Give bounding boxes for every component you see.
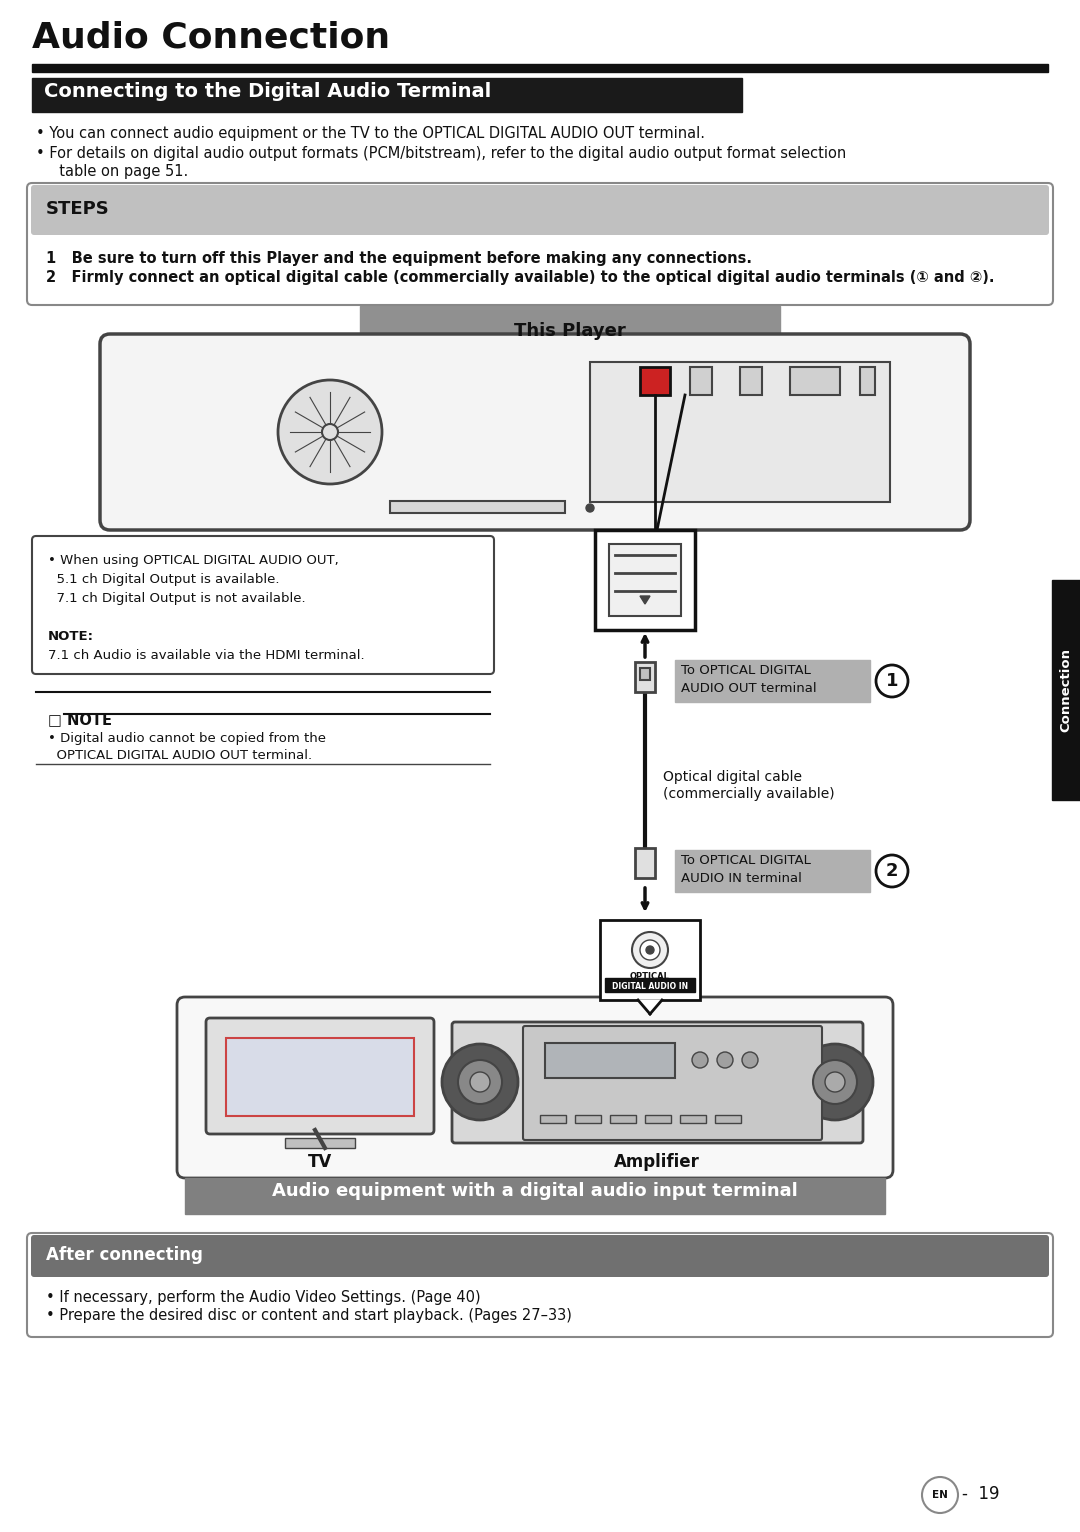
Bar <box>740 368 762 395</box>
Bar <box>640 850 650 866</box>
Text: STEPS: STEPS <box>46 201 110 218</box>
Circle shape <box>717 1052 733 1068</box>
FancyBboxPatch shape <box>523 1026 822 1140</box>
Text: 7.1 ch Audio is available via the HDMI terminal.: 7.1 ch Audio is available via the HDMI t… <box>48 650 365 662</box>
Bar <box>690 368 712 395</box>
Bar <box>185 1178 885 1213</box>
Bar <box>545 1043 675 1079</box>
Circle shape <box>458 1060 502 1105</box>
Text: • For details on digital audio output formats (PCM/bitstream), refer to the digi: • For details on digital audio output fo… <box>36 146 847 161</box>
FancyBboxPatch shape <box>32 536 494 674</box>
Bar <box>595 530 696 630</box>
Circle shape <box>322 424 338 440</box>
Bar <box>605 977 696 993</box>
FancyBboxPatch shape <box>31 185 1049 234</box>
Bar <box>609 544 681 616</box>
Polygon shape <box>638 1000 662 1014</box>
Text: □ NOTE: □ NOTE <box>48 712 112 728</box>
Circle shape <box>470 1072 490 1092</box>
Text: OPTICAL DIGITAL AUDIO OUT terminal.: OPTICAL DIGITAL AUDIO OUT terminal. <box>48 749 312 761</box>
Bar <box>789 368 840 395</box>
Bar <box>675 850 870 892</box>
FancyBboxPatch shape <box>31 1235 1049 1278</box>
Bar <box>610 1115 636 1123</box>
Text: Amplifier: Amplifier <box>615 1154 700 1170</box>
Circle shape <box>922 1477 958 1514</box>
Polygon shape <box>640 596 650 604</box>
Text: 1: 1 <box>886 673 899 689</box>
Bar <box>32 64 1048 72</box>
Bar <box>675 660 870 702</box>
Text: -  19: - 19 <box>962 1485 999 1503</box>
FancyBboxPatch shape <box>100 334 970 530</box>
Bar <box>360 306 780 336</box>
Circle shape <box>813 1060 858 1105</box>
Text: Connecting to the Digital Audio Terminal: Connecting to the Digital Audio Terminal <box>44 83 491 101</box>
Text: Audio equipment with a digital audio input terminal: Audio equipment with a digital audio inp… <box>272 1183 798 1200</box>
Bar <box>635 849 654 878</box>
Bar <box>600 921 700 1000</box>
Bar <box>32 78 742 112</box>
FancyBboxPatch shape <box>453 1022 863 1143</box>
Text: DIGITAL AUDIO IN: DIGITAL AUDIO IN <box>612 982 688 991</box>
Text: 1   Be sure to turn off this Player and the equipment before making any connecti: 1 Be sure to turn off this Player and th… <box>46 251 752 267</box>
FancyBboxPatch shape <box>206 1017 434 1134</box>
Circle shape <box>640 941 660 961</box>
Text: NOTE:: NOTE: <box>48 630 94 643</box>
Text: EN: EN <box>932 1491 948 1500</box>
Bar <box>640 668 650 680</box>
Circle shape <box>742 1052 758 1068</box>
Circle shape <box>825 1072 845 1092</box>
Text: 2   Firmly connect an optical digital cable (commercially available) to the opti: 2 Firmly connect an optical digital cabl… <box>46 270 995 285</box>
Bar <box>1052 581 1080 800</box>
Bar <box>590 362 890 502</box>
Text: • When using OPTICAL DIGITAL AUDIO OUT,: • When using OPTICAL DIGITAL AUDIO OUT, <box>48 555 339 567</box>
Text: table on page 51.: table on page 51. <box>50 164 188 179</box>
Text: 5.1 ch Digital Output is available.: 5.1 ch Digital Output is available. <box>48 573 280 587</box>
Text: Connection: Connection <box>1059 648 1072 732</box>
Circle shape <box>278 380 382 484</box>
Text: To OPTICAL DIGITAL
AUDIO IN terminal: To OPTICAL DIGITAL AUDIO IN terminal <box>681 853 811 885</box>
Circle shape <box>797 1043 873 1120</box>
Text: After connecting: After connecting <box>46 1246 203 1264</box>
Circle shape <box>632 931 669 968</box>
Text: 2: 2 <box>886 863 899 879</box>
Text: 7.1 ch Digital Output is not available.: 7.1 ch Digital Output is not available. <box>48 591 306 605</box>
Text: TV: TV <box>308 1154 333 1170</box>
FancyBboxPatch shape <box>27 1233 1053 1337</box>
Text: • If necessary, perform the Audio Video Settings. (Page 40): • If necessary, perform the Audio Video … <box>46 1290 481 1305</box>
FancyBboxPatch shape <box>177 997 893 1178</box>
Bar <box>715 1115 741 1123</box>
Bar <box>285 1138 355 1147</box>
Text: (commercially available): (commercially available) <box>663 787 835 801</box>
Bar <box>226 1039 414 1115</box>
Text: To OPTICAL DIGITAL
AUDIO OUT terminal: To OPTICAL DIGITAL AUDIO OUT terminal <box>681 663 816 696</box>
Text: • Digital audio cannot be copied from the: • Digital audio cannot be copied from th… <box>48 732 326 745</box>
Circle shape <box>876 855 908 887</box>
Text: This Player: This Player <box>514 322 626 340</box>
Bar <box>390 501 565 513</box>
Circle shape <box>586 504 594 512</box>
Text: • Prepare the desired disc or content and start playback. (Pages 27–33): • Prepare the desired disc or content an… <box>46 1308 572 1324</box>
Text: • You can connect audio equipment or the TV to the OPTICAL DIGITAL AUDIO OUT ter: • You can connect audio equipment or the… <box>36 126 705 141</box>
Text: Optical digital cable: Optical digital cable <box>663 771 802 784</box>
Bar <box>860 368 875 395</box>
Bar <box>575 1115 600 1123</box>
FancyBboxPatch shape <box>27 182 1053 305</box>
Bar <box>635 662 654 692</box>
Circle shape <box>646 945 654 954</box>
Circle shape <box>442 1043 518 1120</box>
Text: OPTICAL: OPTICAL <box>630 971 670 980</box>
Bar <box>640 368 670 395</box>
Bar <box>645 1115 671 1123</box>
Circle shape <box>692 1052 708 1068</box>
Bar <box>680 1115 706 1123</box>
Bar <box>540 1115 566 1123</box>
Text: Audio Connection: Audio Connection <box>32 20 390 54</box>
Circle shape <box>876 665 908 697</box>
